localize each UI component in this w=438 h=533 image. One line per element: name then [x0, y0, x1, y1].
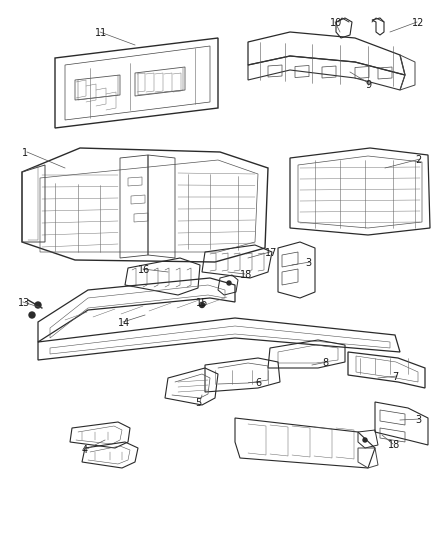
Text: 10: 10	[330, 18, 342, 28]
Text: 3: 3	[305, 258, 311, 268]
Circle shape	[227, 281, 231, 285]
Text: 4: 4	[82, 445, 88, 455]
Text: 5: 5	[195, 398, 201, 408]
Text: 3: 3	[415, 415, 421, 425]
Text: 6: 6	[255, 378, 261, 388]
Text: 8: 8	[322, 358, 328, 368]
Text: 14: 14	[118, 318, 130, 328]
Circle shape	[199, 303, 205, 308]
Text: 18: 18	[388, 440, 400, 450]
Text: 11: 11	[95, 28, 107, 38]
Circle shape	[363, 438, 367, 442]
Text: 7: 7	[392, 372, 398, 382]
Text: 17: 17	[265, 248, 277, 258]
Text: 13: 13	[18, 298, 30, 308]
Text: 12: 12	[412, 18, 424, 28]
Text: 2: 2	[415, 155, 421, 165]
Circle shape	[29, 312, 35, 318]
Text: 18: 18	[240, 270, 252, 280]
Text: 16: 16	[138, 265, 150, 275]
Circle shape	[35, 302, 41, 308]
Text: 1: 1	[22, 148, 28, 158]
Text: 15: 15	[196, 298, 208, 308]
Text: 9: 9	[365, 80, 371, 90]
